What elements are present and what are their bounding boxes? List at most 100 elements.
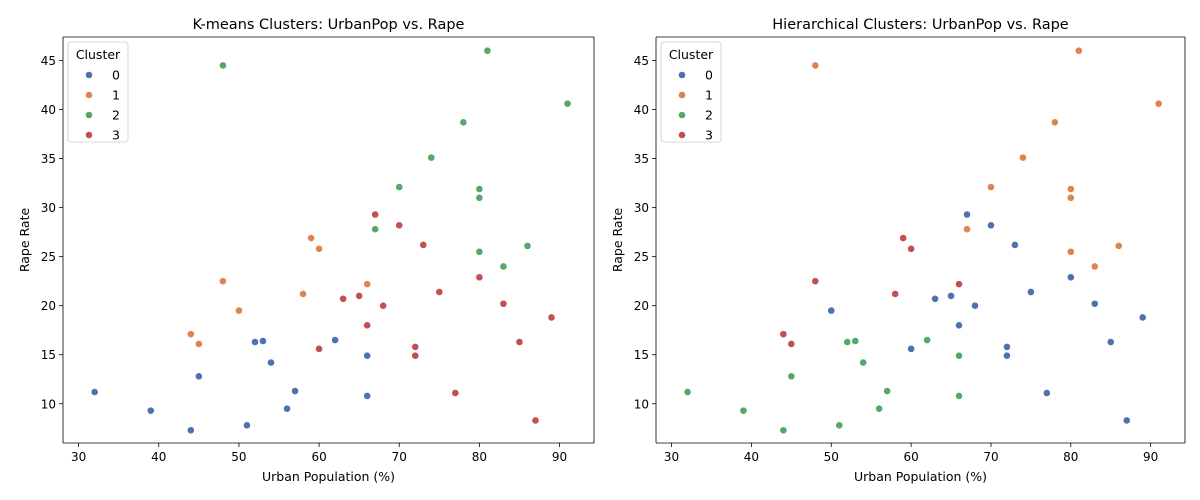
chart-title: Hierarchical Clusters: UrbanPop vs. Rape <box>772 17 1069 33</box>
point-cluster-2-3 <box>427 153 436 162</box>
point-cluster-2-7 <box>859 358 868 367</box>
point-cluster-3-2 <box>811 277 820 286</box>
point-cluster-3-6 <box>955 280 963 289</box>
point-cluster-3-12 <box>475 273 484 282</box>
y-tick-label-35: 35 <box>41 152 56 166</box>
point-cluster-2-2 <box>395 183 404 191</box>
x-tick-label-70: 70 <box>392 450 407 464</box>
legend-label-0: 0 <box>112 68 120 83</box>
legend-label-1: 1 <box>112 88 120 103</box>
point-cluster-1-4 <box>1050 118 1059 127</box>
point-cluster-2-0 <box>218 61 227 70</box>
legend-marker-1 <box>678 91 686 99</box>
y-axis-label: Rape Rate <box>610 208 625 273</box>
point-cluster-0-14 <box>1090 299 1099 308</box>
point-cluster-1-7 <box>363 280 372 289</box>
legend-marker-1 <box>85 91 93 99</box>
x-tick-label-50: 50 <box>824 450 839 464</box>
point-cluster-2-1 <box>371 225 380 234</box>
point-cluster-2-6 <box>475 193 484 202</box>
legend-label-2: 2 <box>112 108 120 123</box>
point-cluster-3-8 <box>411 351 420 360</box>
legend-marker-3 <box>678 131 686 139</box>
legend-title: Cluster <box>76 47 121 62</box>
point-cluster-0-8 <box>1003 342 1011 351</box>
point-cluster-0-7 <box>987 221 995 230</box>
point-cluster-2-4 <box>835 421 844 430</box>
legend-marker-0 <box>85 71 93 79</box>
legend-label-3: 3 <box>705 128 713 143</box>
point-cluster-0-0 <box>90 388 99 396</box>
point-cluster-1-1 <box>194 340 203 348</box>
point-cluster-0-2 <box>186 426 195 435</box>
x-axis-label: Urban Population (%) <box>262 469 395 484</box>
y-tick-label-20: 20 <box>41 299 56 313</box>
y-tick-label-40: 40 <box>634 103 649 117</box>
x-tick-label-80: 80 <box>1063 450 1078 464</box>
y-tick-label-25: 25 <box>41 250 56 264</box>
point-cluster-0-0 <box>827 306 836 315</box>
point-cluster-1-4 <box>299 290 307 298</box>
x-axis-label: Urban Population (%) <box>854 469 987 484</box>
point-cluster-2-12 <box>955 392 963 400</box>
legend: Cluster 0 1 2 3 <box>67 41 129 143</box>
point-cluster-3-1 <box>339 294 348 303</box>
legend-marker-0 <box>678 71 686 79</box>
point-cluster-2-5 <box>475 185 484 193</box>
point-cluster-3-6 <box>395 221 404 230</box>
point-cluster-1-8 <box>1074 46 1083 55</box>
point-cluster-3-15 <box>531 416 540 425</box>
point-cluster-3-5 <box>907 244 916 253</box>
point-cluster-2-8 <box>483 46 492 55</box>
point-cluster-3-4 <box>899 234 908 242</box>
point-cluster-3-0 <box>315 344 323 353</box>
y-tick-label-35: 35 <box>634 152 649 166</box>
point-cluster-3-2 <box>355 291 364 300</box>
legend-label-1: 1 <box>705 88 713 103</box>
points-group <box>683 46 1163 435</box>
y-tick-label-15: 15 <box>634 348 649 362</box>
point-cluster-0-16 <box>1122 416 1131 425</box>
point-cluster-1-5 <box>1066 185 1075 193</box>
point-cluster-1-3 <box>235 306 243 315</box>
x-tick-label-60: 60 <box>903 450 918 464</box>
point-cluster-0-8 <box>283 404 291 413</box>
point-cluster-2-3 <box>787 372 796 381</box>
point-cluster-1-6 <box>1066 193 1075 202</box>
point-cluster-3-3 <box>891 290 900 298</box>
x-tick-label-50: 50 <box>231 450 246 464</box>
point-cluster-0-1 <box>907 344 916 353</box>
y-tick-label-45: 45 <box>41 54 56 68</box>
chart-title: K-means Clusters: UrbanPop vs. Rape <box>193 17 465 33</box>
point-cluster-1-9 <box>1090 262 1099 271</box>
y-tick-label-10: 10 <box>634 397 649 411</box>
point-cluster-1-0 <box>811 61 820 70</box>
point-cluster-3-9 <box>419 240 428 249</box>
point-cluster-0-3 <box>194 372 203 381</box>
legend-label-2: 2 <box>705 108 713 123</box>
point-cluster-3-16 <box>547 313 556 322</box>
legend: Cluster 0 1 2 3 <box>660 41 722 143</box>
legend-frame <box>660 41 722 143</box>
point-cluster-0-15 <box>1106 338 1115 346</box>
point-cluster-3-0 <box>779 330 788 339</box>
point-cluster-0-11 <box>363 351 372 360</box>
point-cluster-1-10 <box>1114 241 1123 250</box>
point-cluster-0-4 <box>243 421 251 430</box>
legend-label-3: 3 <box>112 128 120 143</box>
point-cluster-2-10 <box>923 336 931 344</box>
point-cluster-2-8 <box>875 404 884 413</box>
point-cluster-0-12 <box>1042 389 1051 397</box>
point-cluster-3-4 <box>371 210 380 219</box>
y-tick-label-10: 10 <box>41 397 56 411</box>
legend-marker-2 <box>678 111 686 119</box>
point-cluster-3-11 <box>451 389 460 397</box>
point-cluster-1-2 <box>987 183 995 191</box>
point-cluster-0-11 <box>1026 288 1035 296</box>
x-tick-label-30: 30 <box>664 450 679 464</box>
y-tick-label-15: 15 <box>41 348 56 362</box>
x-tick-label-40: 40 <box>744 450 759 464</box>
point-cluster-2-9 <box>883 387 892 395</box>
point-cluster-2-10 <box>523 241 532 250</box>
point-cluster-0-9 <box>291 387 299 395</box>
